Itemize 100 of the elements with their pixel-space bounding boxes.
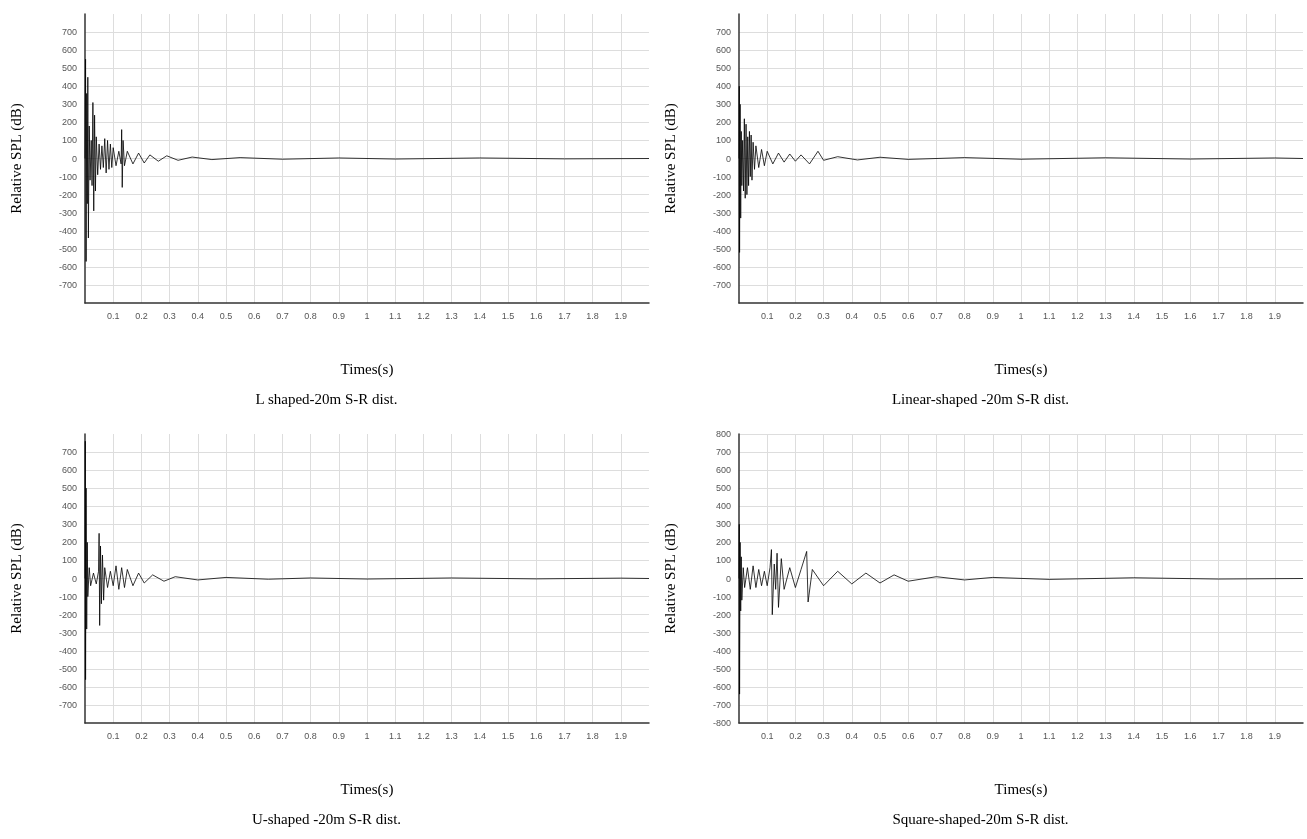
x-tick-label: 0.7	[276, 730, 289, 741]
y-tick-label: 0	[71, 573, 77, 584]
x-tick-label: 0.9	[986, 730, 1000, 741]
x-tick-label: 0.9	[332, 730, 346, 741]
x-tick-label: 0.2	[135, 730, 148, 741]
y-tick-label: -100	[712, 591, 731, 602]
x-tick-label: 0.5	[873, 310, 887, 321]
y-tick-label: 300	[61, 519, 77, 530]
y-tick-label: 500	[715, 63, 731, 74]
y-tick-label: -200	[712, 189, 731, 200]
x-tick-label: 1.9	[614, 730, 628, 741]
x-tick-label: 1.4	[1127, 730, 1141, 741]
y-tick-label: 300	[715, 519, 731, 530]
y-tick-label: 0	[71, 153, 77, 164]
y-tick-label: -200	[58, 609, 77, 620]
x-tick-label: 1	[364, 730, 370, 741]
y-tick-label: -300	[712, 627, 731, 638]
y-tick-label: 0	[725, 153, 731, 164]
x-tick-label: 1.2	[417, 730, 430, 741]
x-tick-label: 1.9	[614, 310, 628, 321]
y-tick-label: -500	[58, 663, 77, 674]
y-tick-label: -300	[58, 627, 77, 638]
y-tick-label: -400	[712, 645, 731, 656]
y-axis-title: Relative SPL (dB)	[661, 103, 679, 214]
x-tick-label: 1.8	[1240, 310, 1253, 321]
x-tick-label: 0.4	[845, 310, 859, 321]
x-tick-label: 1.8	[586, 730, 599, 741]
y-tick-label: 700	[715, 447, 731, 458]
y-tick-label: -200	[58, 189, 77, 200]
y-tick-label: 600	[61, 465, 77, 476]
y-tick-label: 200	[715, 537, 731, 548]
x-tick-label: 0.4	[845, 730, 859, 741]
x-tick-label: 1.1	[1042, 730, 1056, 741]
x-axis-title: Times(s)	[994, 360, 1048, 378]
x-tick-label: 0.2	[789, 730, 802, 741]
x-tick-label: 0.3	[817, 730, 830, 741]
x-tick-label: 1.2	[417, 310, 430, 321]
y-tick-label: 300	[61, 99, 77, 110]
x-tick-label: 1.3	[445, 310, 458, 321]
y-tick-label: -500	[58, 243, 77, 254]
x-tick-label: 0.4	[191, 310, 205, 321]
line-series	[84, 58, 650, 262]
x-tick-label: 1.1	[1042, 310, 1056, 321]
text: U-shaped -20m S-R dist.	[251, 810, 402, 827]
y-tick-label: -600	[58, 681, 77, 692]
y-tick-label: 500	[61, 483, 77, 494]
y-tick-label: -600	[712, 261, 731, 272]
x-tick-label: 0.3	[163, 730, 176, 741]
x-tick-label: 1.7	[1212, 310, 1225, 321]
line-series	[738, 85, 1304, 253]
text: L shaped-20m S-R dist.	[255, 390, 398, 407]
y-tick-label: 500	[715, 483, 731, 494]
x-tick-label: 0.6	[247, 310, 261, 321]
x-tick-label: 1.1	[388, 730, 402, 741]
x-tick-label: 0.3	[163, 310, 176, 321]
x-tick-label: 1.5	[501, 730, 515, 741]
x-tick-label: 0.7	[930, 730, 943, 741]
y-tick-label: 300	[715, 99, 731, 110]
x-tick-label: 1.5	[1155, 730, 1169, 741]
x-tick-label: 0.2	[135, 310, 148, 321]
y-tick-label: 100	[61, 135, 77, 146]
x-tick-label: 1.6	[529, 310, 543, 321]
y-tick-label: -600	[712, 681, 731, 692]
y-axis-title: Relative SPL (dB)	[7, 523, 25, 634]
y-tick-label: -300	[712, 207, 731, 218]
x-tick-label: 1	[1018, 730, 1024, 741]
x-tick-label: 0.5	[873, 730, 887, 741]
x-axis-title: Times(s)	[994, 780, 1048, 798]
y-tick-label: 700	[715, 27, 731, 38]
y-tick-label: -100	[712, 171, 731, 182]
y-tick-label: 200	[61, 537, 77, 548]
y-tick-label: 600	[715, 465, 731, 476]
x-tick-label: 0.6	[247, 730, 261, 741]
y-tick-label: 200	[715, 117, 731, 128]
y-tick-label: 700	[61, 447, 77, 458]
x-tick-label: 1.7	[558, 310, 571, 321]
x-tick-label: 0.1	[760, 310, 774, 321]
x-tick-label: 0.7	[930, 310, 943, 321]
y-tick-label: 700	[61, 27, 77, 38]
y-tick-label: 500	[61, 63, 77, 74]
x-tick-label: 1.6	[1183, 310, 1197, 321]
x-tick-label: 0.1	[760, 730, 774, 741]
y-tick-label: -700	[58, 279, 77, 290]
x-tick-label: 1.3	[445, 730, 458, 741]
x-tick-label: 1.4	[1127, 310, 1141, 321]
y-tick-label: -100	[58, 591, 77, 602]
y-tick-label: 400	[61, 501, 77, 512]
y-tick-label: 0	[725, 573, 731, 584]
y-tick-label: -400	[58, 645, 77, 656]
y-tick-label: 100	[61, 555, 77, 566]
y-tick-label: -200	[712, 609, 731, 620]
y-tick-label: 800	[715, 429, 731, 439]
x-tick-label: 1	[364, 310, 370, 321]
x-tick-label: 0.5	[219, 310, 233, 321]
x-tick-label: 1.1	[388, 310, 402, 321]
x-tick-label: 1.7	[1212, 730, 1225, 741]
x-tick-label: 1.5	[1155, 310, 1169, 321]
x-tick-label: 0.8	[958, 310, 971, 321]
y-tick-label: -700	[712, 699, 731, 710]
x-axis-title: Times(s)	[340, 360, 394, 378]
